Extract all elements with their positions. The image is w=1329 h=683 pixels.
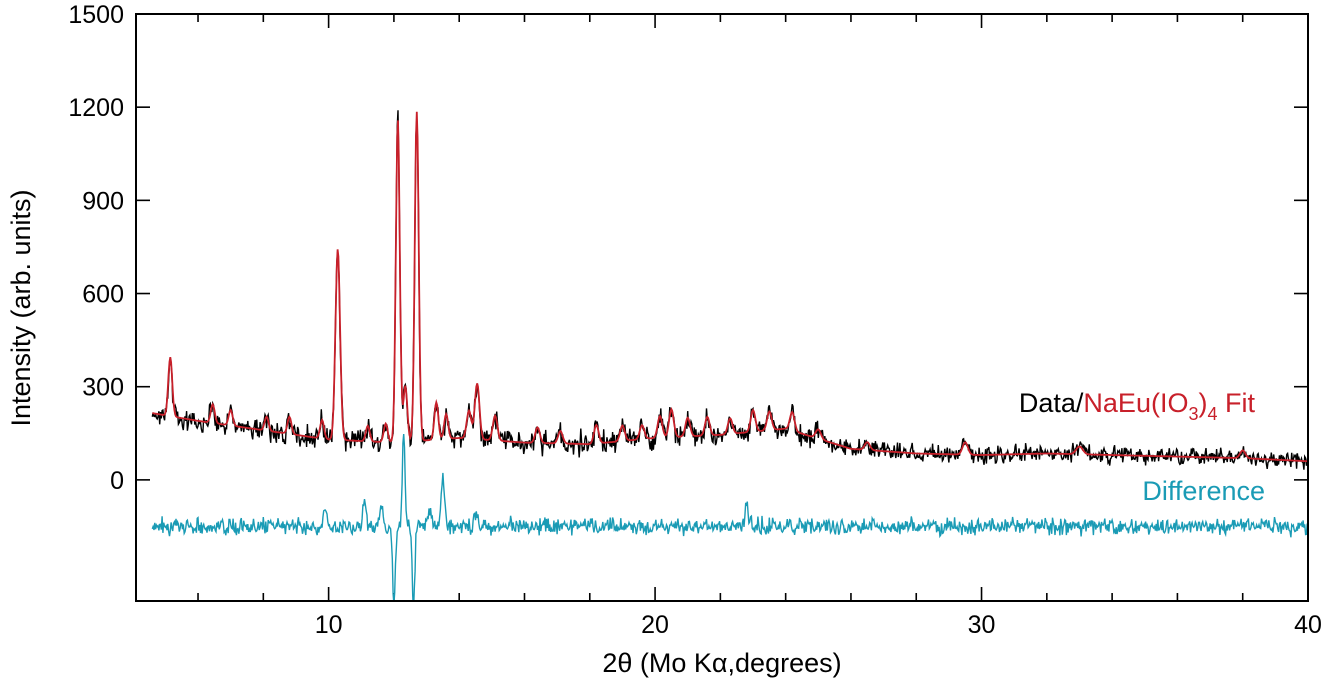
legend-fit-label-end: Fit (1218, 388, 1256, 418)
series-difference-line (151, 434, 1308, 601)
y-tick-label: 1200 (68, 94, 124, 122)
legend-fit-label-mid: ) (1198, 388, 1207, 418)
legend-data-label: Data/ (1019, 388, 1084, 418)
x-tick-label: 10 (315, 611, 343, 639)
x-axis-label: 2θ (Mo Kα,degrees) (602, 648, 841, 678)
ticks (136, 13, 1309, 601)
legend-fit-label-main: NaEu(IO (1083, 388, 1188, 418)
legend-fit-sub-1: 3 (1188, 404, 1198, 424)
y-tick-label: 1500 (68, 1, 124, 29)
series-fit-line (152, 111, 1308, 463)
y-axis-label: Intensity (arb. units) (6, 189, 36, 426)
x-tick-label: 30 (968, 611, 996, 639)
legend-data-fit: Data/NaEu(IO3)4 Fit (1019, 388, 1256, 424)
y-tick-label: 600 (82, 281, 124, 309)
x-tick-label: 40 (1294, 611, 1322, 639)
legend-difference-label: Difference (1142, 476, 1265, 506)
plot-frame (135, 13, 1309, 602)
x-tick-label: 20 (641, 611, 669, 639)
y-tick-label: 300 (82, 374, 124, 402)
x-tick-labels: 10 20 30 40 (315, 611, 1322, 639)
y-tick-label: 900 (82, 187, 124, 215)
legend-fit-sub-2: 4 (1207, 404, 1217, 424)
y-tick-labels: 0 300 600 900 1200 1500 (68, 1, 124, 495)
y-tick-label: 0 (110, 467, 124, 495)
series-data-line (151, 110, 1308, 470)
